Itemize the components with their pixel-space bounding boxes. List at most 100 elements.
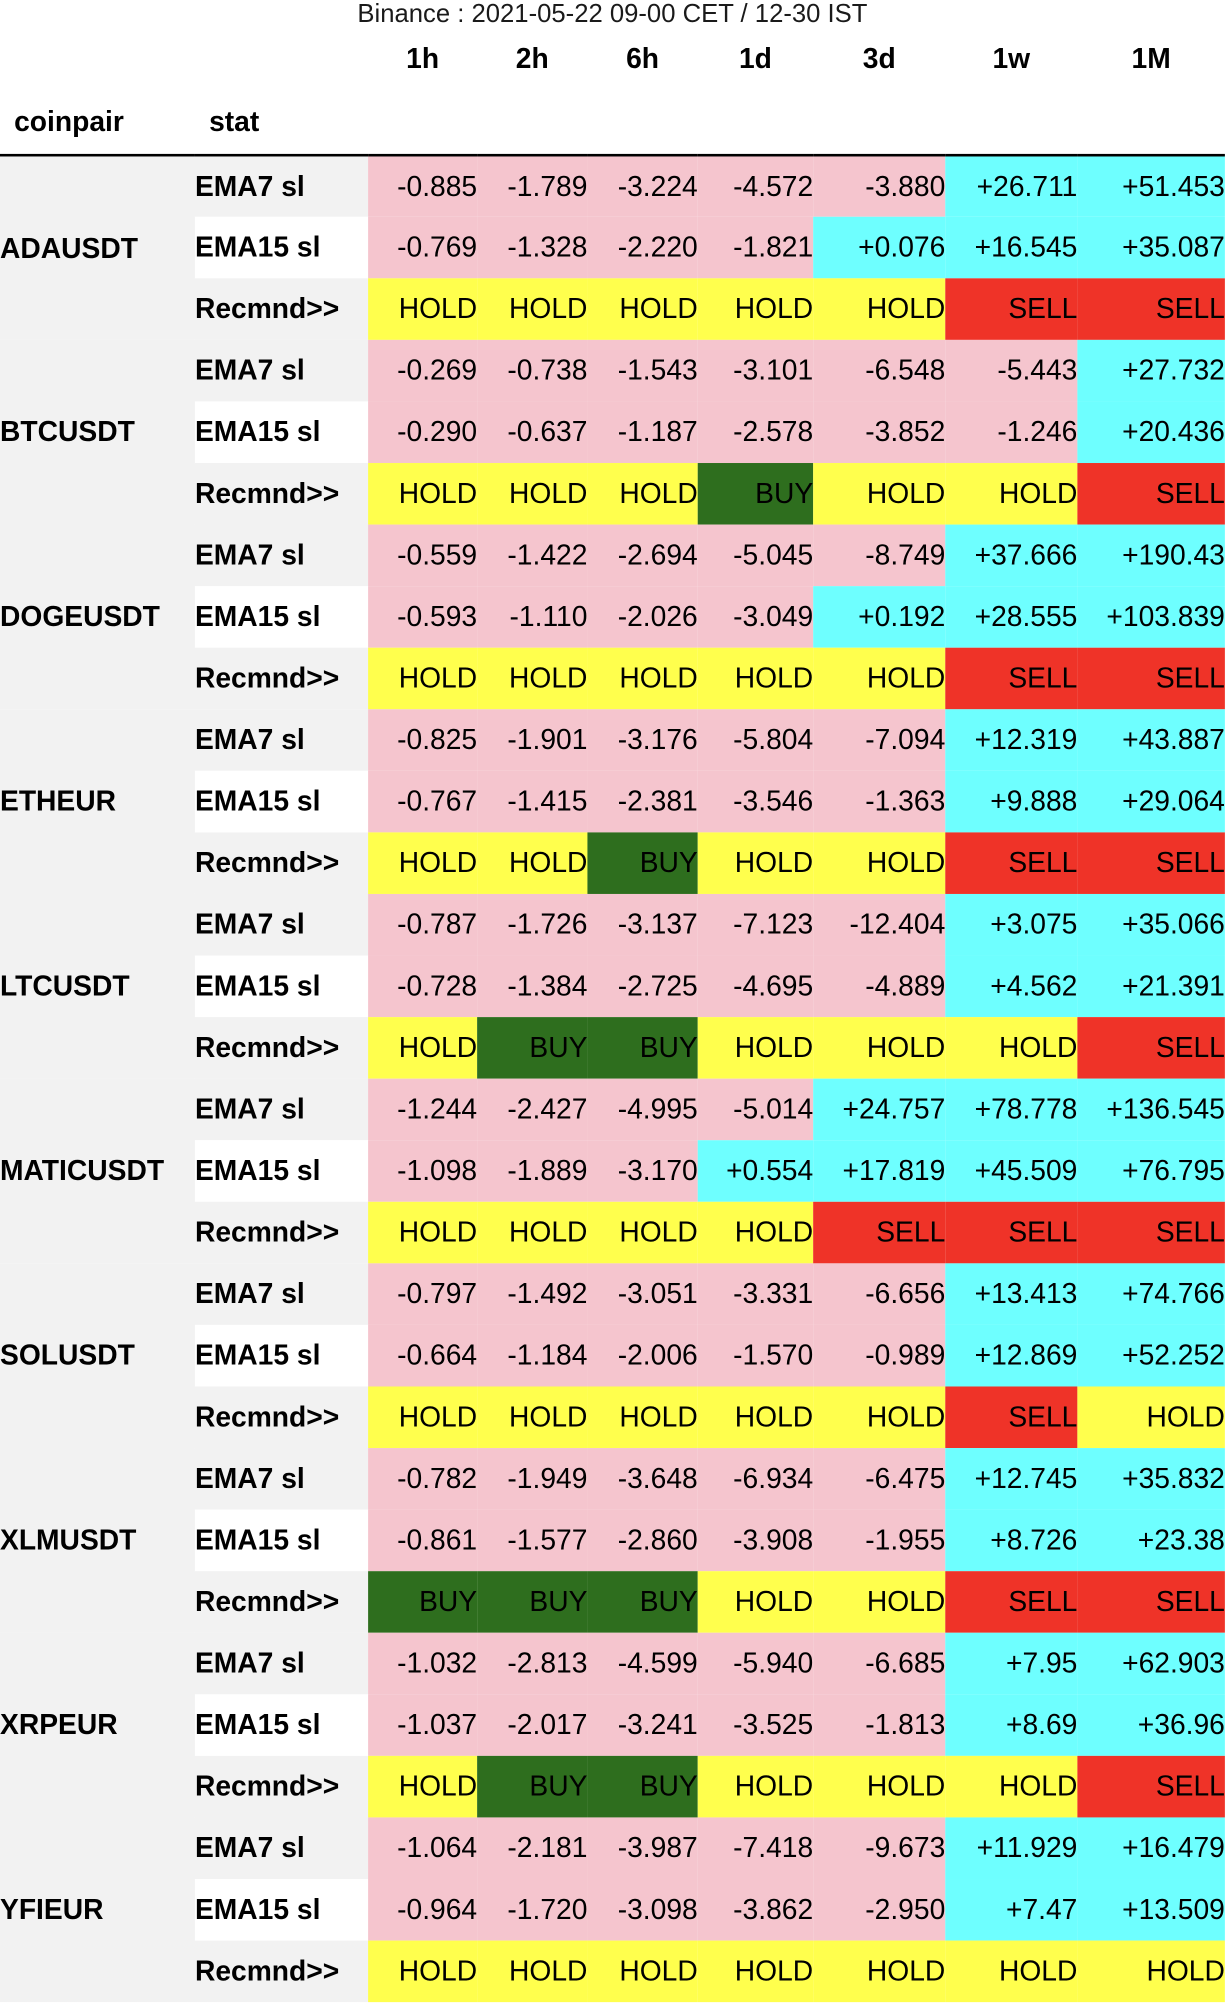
recommendation-cell: HOLD [813,1940,946,2003]
table-row: Recmnd>> HOLD HOLD HOLD HOLD SELL SELL SELL [0,1201,1225,1264]
header-blank [0,28,195,88]
recommendation-cell: HOLD [697,1017,814,1079]
recommendation-cell: HOLD [587,1386,698,1449]
table-row: Recmnd>> HOLD HOLD HOLD HOLD HOLD HOLD HOLD [0,1940,1225,2003]
value-cell: -3.101 [697,339,814,402]
recommendation-cell: HOLD [587,278,698,340]
recommendation-cell: BUY [587,1017,698,1079]
recommendation-cell: HOLD [477,1386,588,1449]
value-cell: -0.767 [368,770,478,833]
value-cell: +13.509 [1077,1879,1225,1941]
stat-label-cell: Recmnd>> [194,1201,369,1264]
value-cell: +36.96 [1077,1694,1225,1756]
value-cell: -1.098 [368,1140,478,1202]
table-row: LTCUSDT EMA7 sl -0.787 -1.726 -3.137 -7.123 -1… [0,893,1225,1079]
value-cell: -3.987 [587,1817,698,1880]
value-cell: +23.38 [1077,1509,1225,1572]
coinpair-header: coinpair [0,88,195,157]
table-row: EMA15 sl -0.290 -0.637 -1.187 -2.578 -3.852 -1… [0,401,1225,464]
stat-label-cell: EMA15 sl [194,216,369,279]
index-header-row: coinpair stat [0,88,1225,157]
value-cell: -3.852 [813,401,946,464]
value-cell: -7.123 [697,893,814,956]
recommendation-cell: HOLD [697,1940,814,2003]
recommendation-cell: BUY [587,832,698,894]
recommendation-cell: HOLD [945,1017,1078,1079]
table-title: Binance : 2021-05-22 09-00 CET / 12-30 I… [357,0,868,29]
recommendation-cell: HOLD [813,832,946,894]
value-cell: +20.436 [1077,401,1225,464]
table-row: Recmnd>> HOLD HOLD HOLD HOLD HOLD SELL SELL [0,647,1225,710]
recommendation-cell: HOLD [368,647,478,710]
stat-label-cell: EMA15 sl [194,1140,369,1202]
value-cell: +17.819 [813,1140,946,1202]
value-cell: -1.813 [813,1694,946,1756]
value-cell: -4.695 [697,955,814,1018]
stat-label-cell: EMA7 sl [194,155,369,217]
stat-header: stat [194,88,369,157]
coinpair-cell: ETHEUR [0,709,195,894]
value-cell: -8.749 [813,524,946,587]
recommendation-cell: HOLD [813,1571,946,1633]
value-cell: -1.492 [477,1263,588,1325]
table-row: DOGEUSDT EMA7 sl -0.559 -1.422 -2.694 -5.045-… [0,524,1225,710]
stat-label-cell: EMA15 sl [194,1879,369,1941]
value-cell: -7.418 [697,1817,814,1880]
value-cell: +8.726 [945,1509,1078,1572]
recommendation-cell: HOLD [945,463,1078,525]
table-row: Recmnd>> HOLD HOLD HOLD HOLD HOLD SELL HOLD [0,1386,1225,1449]
stat-label-cell: Recmnd>> [194,463,369,525]
table-row: Recmnd>> HOLD BUY BUY HOLD HOLD HOLD SELL [0,1017,1225,1079]
value-cell: -3.137 [587,893,698,956]
recommendation-cell: HOLD [697,1755,814,1818]
recommendation-cell: BUY [587,1755,698,1818]
value-cell: -0.825 [368,709,478,771]
recommendation-cell: HOLD [813,1017,946,1079]
period-header: 1w [992,41,1031,74]
value-cell: +16.545 [945,216,1078,279]
recommendation-cell: HOLD [368,1386,478,1449]
value-cell: +12.745 [945,1448,1078,1510]
recommendation-cell: HOLD [945,1755,1078,1818]
recommendation-cell: SELL [945,832,1078,894]
table-row: Recmnd>> BUY BUY BUY HOLD HOLD SELL SELL [0,1571,1225,1633]
value-cell: -4.572 [697,155,814,217]
value-cell: -5.014 [697,1078,814,1141]
table-row: EMA15 sl -0.861 -1.577 -2.860 -3.908 -1.955 +8… [0,1509,1225,1572]
value-cell: -1.363 [813,770,946,833]
value-cell: +35.832 [1077,1448,1225,1510]
value-cell: -1.246 [945,401,1078,464]
value-cell: -5.045 [697,524,814,587]
table-row: BTCUSDT EMA7 sl -0.269 -0.738 -1.543 -3.101 -6… [0,339,1225,525]
value-cell: +0.076 [813,216,946,279]
period-header: 1h [406,41,440,74]
stat-label-cell: Recmnd>> [194,647,369,710]
recommendation-cell: HOLD [587,1940,698,2003]
value-cell: +4.562 [945,955,1078,1018]
value-cell: -0.989 [813,1324,946,1387]
recommendation-cell: HOLD [697,1386,814,1449]
value-cell: -0.728 [368,955,478,1018]
value-cell: +13.413 [945,1263,1078,1325]
value-cell: -1.184 [477,1324,588,1387]
value-cell: -1.032 [368,1632,478,1695]
value-cell: -5.443 [945,339,1078,402]
value-cell: +12.319 [945,709,1078,771]
stat-label-cell: EMA7 sl [194,893,369,956]
value-cell: -6.934 [697,1448,814,1510]
value-cell: -4.995 [587,1078,698,1141]
value-cell: -2.813 [477,1632,588,1695]
value-cell: +190.43 [1077,524,1225,587]
value-cell: -3.648 [587,1448,698,1510]
value-cell: -3.170 [587,1140,698,1202]
stat-label-cell: EMA15 sl [194,401,369,464]
value-cell: -0.290 [368,401,478,464]
table-row: EMA15 sl -0.593 -1.110 -2.026 -3.049 +0.192 +2… [0,586,1225,648]
stat-label-cell: EMA15 sl [194,955,369,1018]
stat-label-cell: EMA15 sl [194,770,369,833]
value-cell: -3.525 [697,1694,814,1756]
recommendation-cell: HOLD [477,1201,588,1264]
recommendation-cell: HOLD [587,463,698,525]
value-cell: -2.017 [477,1694,588,1756]
value-cell: +12.869 [945,1324,1078,1387]
